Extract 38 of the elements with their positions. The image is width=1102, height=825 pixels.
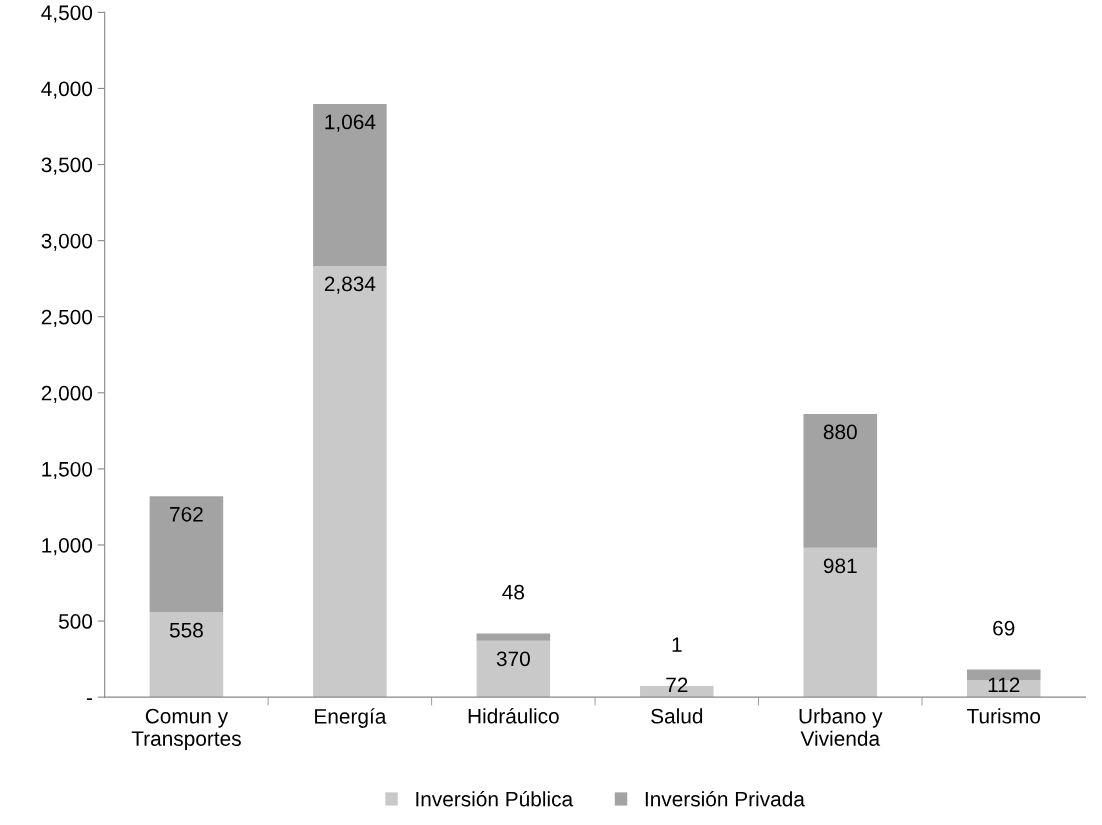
bar	[803, 413, 878, 548]
data-label: 112	[988, 677, 1020, 693]
x-tick-label: Urbano y Vivienda	[799, 708, 883, 746]
bar	[149, 612, 224, 698]
data-label: 1	[672, 637, 682, 652]
data-label: 762	[170, 506, 203, 522]
data-label: 72	[666, 677, 688, 693]
y-tick-label: 500	[58, 614, 93, 629]
bar	[803, 547, 878, 698]
data-label: 981	[823, 558, 857, 574]
bar	[313, 265, 387, 698]
bar	[476, 633, 551, 641]
data-label: 2,834	[324, 276, 376, 294]
y-tick-label: 2,000	[41, 385, 93, 404]
y-tick-label: 1,000	[42, 537, 93, 556]
data-label: 558	[169, 622, 203, 638]
y-tick-label: -	[86, 698, 92, 700]
y-tick-label: 3,500	[41, 157, 93, 175]
y-tick-label: 4,500	[41, 5, 93, 23]
data-label: 370	[496, 651, 530, 667]
legend-label: Inversión Privada	[645, 790, 805, 807]
data-label: 880	[823, 424, 857, 440]
bar	[476, 640, 551, 698]
x-tick-label: Comun y Transportes	[131, 708, 241, 751]
y-tick-label: 1,500	[42, 461, 93, 480]
bar	[149, 496, 224, 613]
x-tick-label: Hidráulico	[468, 707, 559, 724]
data-label: 48	[502, 584, 525, 600]
y-tick-label: 3,000	[41, 233, 93, 251]
data-label: 69	[993, 620, 1015, 636]
y-tick-label: 4,000	[41, 81, 93, 99]
x-tick-label: Energía	[315, 708, 387, 728]
legend-label: Inversión Pública	[416, 790, 574, 807]
data-label: 1,064	[325, 114, 376, 132]
bar	[313, 103, 387, 266]
x-tick-label: Salud	[651, 708, 703, 724]
x-tick-label: Turismo	[966, 708, 1041, 724]
y-tick-label: 2,500	[41, 309, 93, 327]
